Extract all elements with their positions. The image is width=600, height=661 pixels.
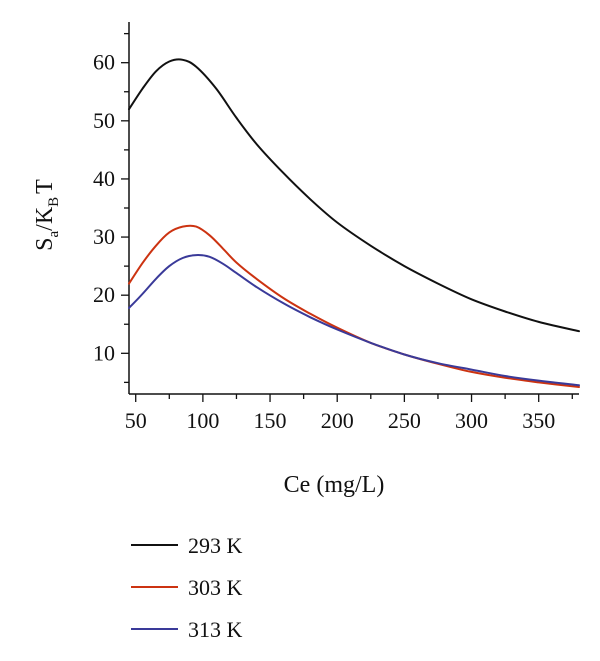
y-tick-label: 30 [93,224,115,249]
legend-label: 293 K [188,533,243,558]
x-tick-label: 50 [125,408,147,433]
x-tick-label: 350 [522,408,555,433]
plot-area: 10 20 30 40 50 60 50 100 150 200 250 300 350 [93,22,579,433]
legend-label: 303 K [188,575,243,600]
y-axis-title-sub-b: B [46,197,62,207]
x-tick-label: 200 [321,408,354,433]
series-lines [129,59,579,387]
y-axis-title: Sa/KBT [32,179,62,251]
x-tick-label: 300 [455,408,488,433]
x-tick-label: 150 [254,408,287,433]
series-line-303-k [129,226,579,387]
y-tick-label: 50 [93,108,115,133]
y-axis-title-s: S [32,238,58,251]
y-ticks: 10 20 30 40 50 60 [93,34,129,383]
x-axis-title: Ce (mg/L) [284,472,385,498]
y-axis-title-k: K [32,206,58,224]
y-axis-title-t: T [32,179,58,194]
series-line-313-k [129,255,579,385]
x-tick-label: 100 [186,408,219,433]
y-tick-label: 40 [93,166,115,191]
x-tick-label: 250 [388,408,421,433]
y-tick-label: 20 [93,282,115,307]
series-line-293-k [129,59,579,331]
svg-text:Sa/KBT: Sa/KBT [32,179,62,251]
x-ticks: 50 100 150 200 250 300 350 [125,394,573,433]
y-tick-label: 10 [93,340,115,365]
y-tick-label: 60 [93,50,115,75]
legend-label: 313 K [188,617,243,642]
legend: 293 K 303 K 313 K [131,533,243,642]
